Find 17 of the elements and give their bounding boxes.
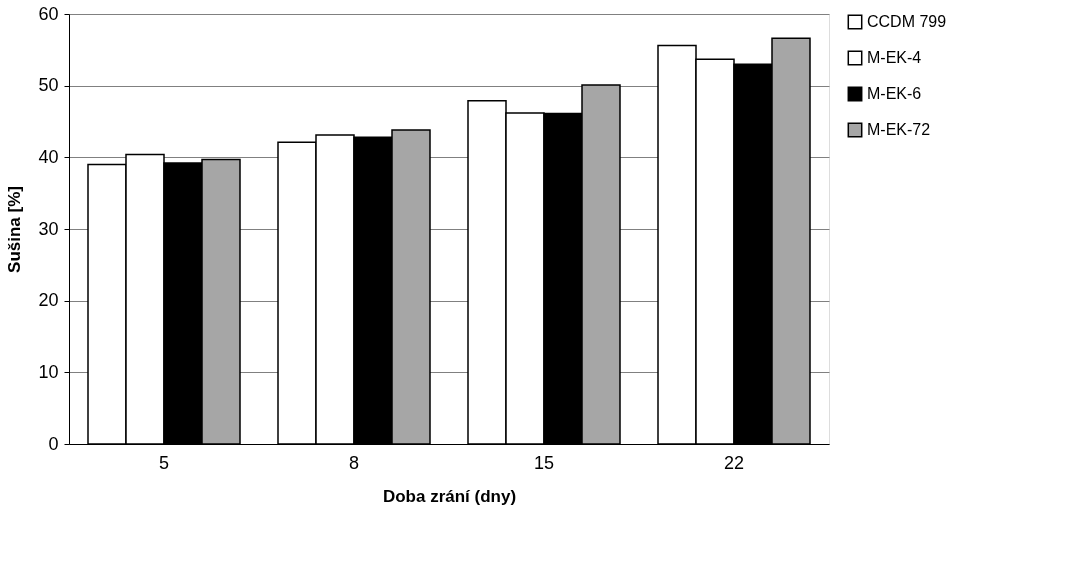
legend-label: M-EK-6 — [867, 85, 922, 102]
x-tick-label: 15 — [533, 452, 555, 473]
y-tick-label: 60 — [38, 3, 59, 24]
y-tick-label: 40 — [38, 146, 59, 167]
y-tick-label: 30 — [38, 218, 59, 239]
y-tick-label: 20 — [38, 290, 59, 311]
legend-label: M-EK-72 — [867, 121, 931, 138]
x-axis-title: Doba zrání (dny) — [382, 486, 517, 506]
y-axis-title: Sušina [%] — [5, 186, 25, 273]
legend-label: M-EK-4 — [867, 49, 922, 66]
y-tick-label: 50 — [38, 75, 59, 96]
y-tick-label: 0 — [48, 433, 59, 454]
x-tick-label: 5 — [158, 452, 170, 473]
legend-label: CCDM 799 — [867, 13, 947, 30]
x-tick-label: 22 — [723, 452, 745, 473]
y-tick-label: 10 — [38, 361, 59, 382]
x-tick-label: 8 — [348, 452, 360, 473]
